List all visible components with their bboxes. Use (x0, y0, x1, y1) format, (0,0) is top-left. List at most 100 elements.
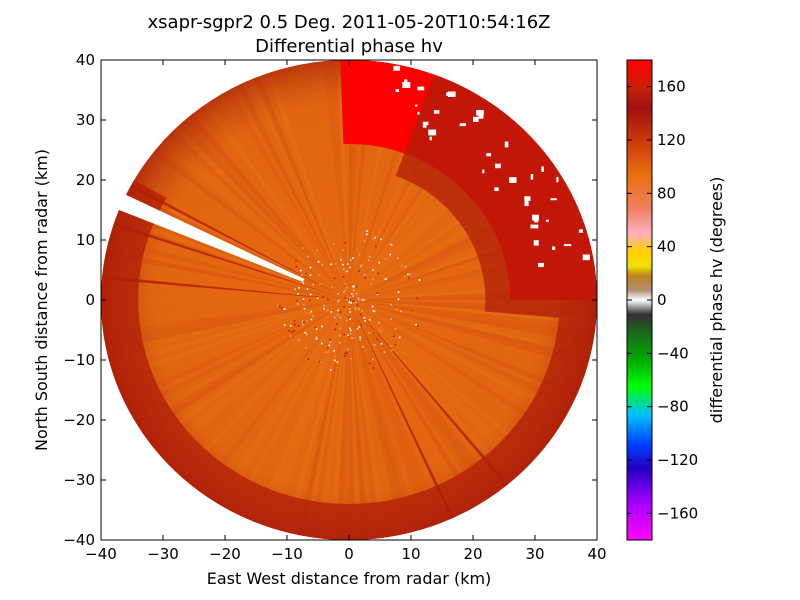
speckle (377, 272, 380, 275)
echo-gap (482, 169, 485, 174)
speckle (361, 310, 363, 312)
speckle (298, 276, 300, 278)
speckle (321, 264, 323, 266)
speckle (416, 325, 419, 327)
speckle (376, 293, 379, 296)
speckle (330, 263, 332, 266)
speckle (293, 330, 295, 332)
speckle (316, 297, 319, 299)
speckle (304, 331, 306, 334)
speckle (369, 256, 371, 258)
speckle (346, 270, 348, 273)
echo-gap (533, 240, 539, 246)
x-tick-label: 20 (463, 545, 482, 563)
beam-streak (101, 275, 331, 299)
echo-gap (504, 141, 509, 148)
speckle (312, 283, 314, 286)
speckle (352, 284, 355, 287)
speckle (339, 316, 341, 319)
speckle (368, 332, 370, 334)
echo-gap (476, 110, 484, 116)
speckle (307, 255, 309, 258)
speckle (352, 257, 354, 259)
speckle (295, 299, 298, 302)
y-tick-label: −20 (63, 411, 95, 429)
speckle (339, 311, 342, 313)
speckle (360, 264, 363, 266)
speckle (355, 308, 357, 311)
speckle (370, 332, 373, 334)
y-tick-label: −40 (63, 531, 95, 549)
speckle (376, 338, 378, 341)
speckle (289, 335, 292, 337)
speckle (416, 297, 419, 300)
colorbar-tick-label: −80 (657, 398, 689, 416)
speckle (345, 352, 348, 354)
speckle (404, 275, 406, 278)
speckle (289, 275, 292, 278)
echo-gap (552, 246, 556, 250)
speckle (368, 362, 371, 365)
speckle (390, 304, 392, 306)
echo-gap (556, 176, 559, 183)
speckle (358, 326, 361, 328)
speckle (344, 289, 346, 292)
speckle (346, 286, 348, 289)
x-tick-label: 40 (587, 545, 606, 563)
speckle (306, 288, 309, 290)
echo-gap (541, 166, 544, 172)
speckle (397, 257, 399, 260)
speckle (389, 345, 392, 347)
speckle (359, 339, 362, 341)
echo-gap (563, 244, 572, 247)
speckle (378, 321, 380, 324)
speckle (363, 317, 366, 319)
speckle (354, 286, 356, 288)
echo-gap (486, 153, 492, 157)
speckle (302, 303, 305, 306)
echo-gap (478, 113, 484, 119)
x-tick-label: 10 (401, 545, 420, 563)
speckle (321, 342, 323, 345)
speckle (340, 259, 342, 261)
speckle (355, 292, 358, 295)
colorbar-label: differential phase hv (degrees) (707, 177, 726, 424)
echo-gap (524, 200, 529, 207)
speckle (351, 293, 353, 295)
colorbar-tick-label: 120 (657, 131, 686, 149)
speckle (372, 310, 375, 312)
speckle (297, 324, 300, 327)
x-tick-label: 30 (525, 545, 544, 563)
speckle (350, 329, 352, 332)
speckle (295, 259, 297, 262)
speckle (364, 277, 366, 279)
speckle (358, 299, 361, 301)
speckle (351, 294, 353, 296)
speckle (352, 300, 355, 302)
speckle (305, 333, 308, 335)
speckle (361, 299, 364, 301)
speckle (358, 308, 360, 310)
speckle (309, 274, 312, 276)
x-axis: −40 −30 −20 −10 0 10 20 30 40 (85, 60, 607, 563)
speckle (310, 318, 313, 321)
speckle (331, 286, 333, 288)
speckle (344, 242, 347, 244)
speckle (334, 263, 337, 265)
colorbar-tick-label: 0 (657, 291, 667, 309)
speckle (330, 311, 333, 313)
speckle (343, 333, 345, 336)
speckle (363, 274, 366, 276)
plot-area (101, 60, 597, 540)
speckle (390, 243, 392, 246)
y-axis: 40 30 20 10 0 −10 −20 −30 −40 (63, 51, 597, 549)
speckle (316, 249, 319, 252)
speckle (330, 369, 332, 371)
speckle (327, 298, 329, 301)
speckle (350, 299, 352, 301)
speckle (339, 327, 342, 330)
speckle (374, 236, 376, 239)
speckle (336, 313, 339, 316)
speckle (364, 320, 366, 322)
speckle (348, 299, 351, 301)
